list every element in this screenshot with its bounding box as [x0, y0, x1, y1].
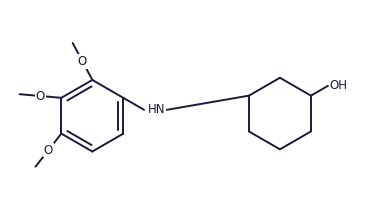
- Text: O: O: [36, 89, 45, 103]
- Text: O: O: [78, 55, 87, 68]
- Text: OH: OH: [330, 79, 348, 92]
- Text: O: O: [44, 144, 53, 157]
- Text: HN: HN: [147, 103, 165, 116]
